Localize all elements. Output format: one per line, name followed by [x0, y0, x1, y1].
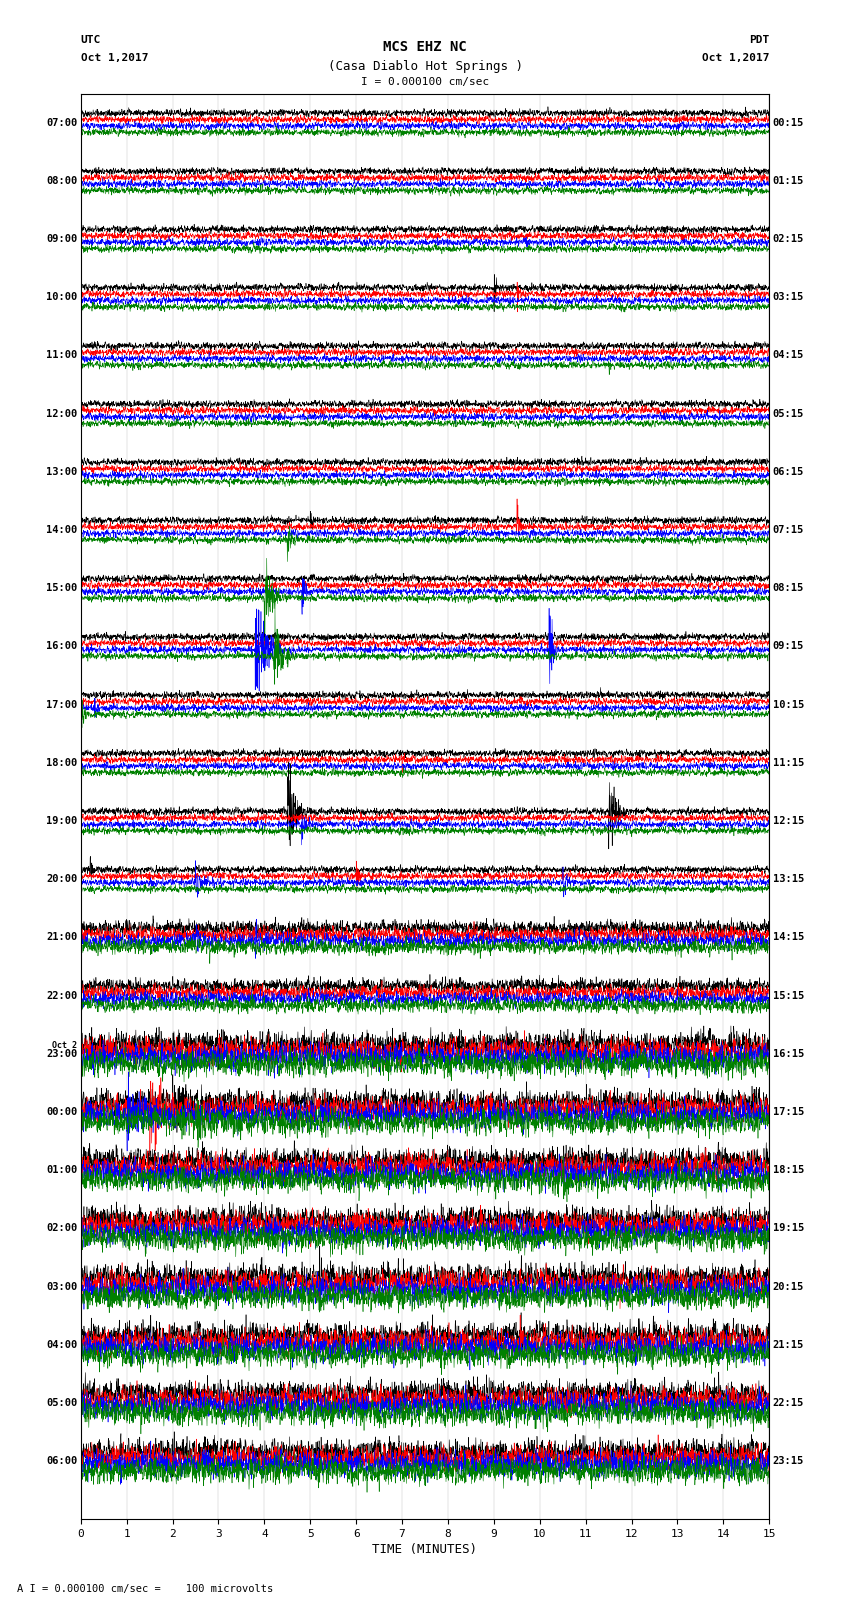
X-axis label: TIME (MINUTES): TIME (MINUTES): [372, 1544, 478, 1557]
Text: 05:15: 05:15: [773, 408, 804, 419]
Text: 21:00: 21:00: [46, 932, 77, 942]
Text: 22:15: 22:15: [773, 1398, 804, 1408]
Text: 18:00: 18:00: [46, 758, 77, 768]
Text: 02:15: 02:15: [773, 234, 804, 244]
Text: 17:00: 17:00: [46, 700, 77, 710]
Text: 17:15: 17:15: [773, 1107, 804, 1118]
Text: 18:15: 18:15: [773, 1165, 804, 1176]
Text: 23:00: 23:00: [46, 1048, 77, 1058]
Text: 11:00: 11:00: [46, 350, 77, 360]
Text: A I = 0.000100 cm/sec =    100 microvolts: A I = 0.000100 cm/sec = 100 microvolts: [17, 1584, 273, 1594]
Text: 04:00: 04:00: [46, 1340, 77, 1350]
Text: Oct 1,2017: Oct 1,2017: [81, 53, 148, 63]
Text: 01:15: 01:15: [773, 176, 804, 185]
Text: 07:00: 07:00: [46, 118, 77, 127]
Text: 16:15: 16:15: [773, 1048, 804, 1058]
Text: 14:15: 14:15: [773, 932, 804, 942]
Text: 21:15: 21:15: [773, 1340, 804, 1350]
Text: 23:15: 23:15: [773, 1457, 804, 1466]
Text: 15:15: 15:15: [773, 990, 804, 1000]
Text: MCS EHZ NC: MCS EHZ NC: [383, 40, 467, 55]
Text: 04:15: 04:15: [773, 350, 804, 360]
Text: 10:00: 10:00: [46, 292, 77, 302]
Text: I = 0.000100 cm/sec: I = 0.000100 cm/sec: [361, 77, 489, 87]
Text: 02:00: 02:00: [46, 1223, 77, 1234]
Text: 06:00: 06:00: [46, 1457, 77, 1466]
Text: 20:00: 20:00: [46, 874, 77, 884]
Text: PDT: PDT: [749, 35, 769, 45]
Text: 15:00: 15:00: [46, 584, 77, 594]
Text: 22:00: 22:00: [46, 990, 77, 1000]
Text: UTC: UTC: [81, 35, 101, 45]
Text: 19:15: 19:15: [773, 1223, 804, 1234]
Text: 00:00: 00:00: [46, 1107, 77, 1118]
Text: 12:15: 12:15: [773, 816, 804, 826]
Text: 09:15: 09:15: [773, 642, 804, 652]
Text: 10:15: 10:15: [773, 700, 804, 710]
Text: Oct 2: Oct 2: [53, 1040, 77, 1050]
Text: Oct 1,2017: Oct 1,2017: [702, 53, 769, 63]
Text: 12:00: 12:00: [46, 408, 77, 419]
Text: 16:00: 16:00: [46, 642, 77, 652]
Text: 08:00: 08:00: [46, 176, 77, 185]
Text: 03:15: 03:15: [773, 292, 804, 302]
Text: 19:00: 19:00: [46, 816, 77, 826]
Text: 07:15: 07:15: [773, 526, 804, 536]
Text: 11:15: 11:15: [773, 758, 804, 768]
Text: (Casa Diablo Hot Springs ): (Casa Diablo Hot Springs ): [327, 60, 523, 73]
Text: 00:15: 00:15: [773, 118, 804, 127]
Text: 09:00: 09:00: [46, 234, 77, 244]
Text: 01:00: 01:00: [46, 1165, 77, 1176]
Text: 05:00: 05:00: [46, 1398, 77, 1408]
Text: 13:00: 13:00: [46, 466, 77, 477]
Text: 13:15: 13:15: [773, 874, 804, 884]
Text: 08:15: 08:15: [773, 584, 804, 594]
Text: 06:15: 06:15: [773, 466, 804, 477]
Text: 14:00: 14:00: [46, 526, 77, 536]
Text: 20:15: 20:15: [773, 1282, 804, 1292]
Text: 03:00: 03:00: [46, 1282, 77, 1292]
